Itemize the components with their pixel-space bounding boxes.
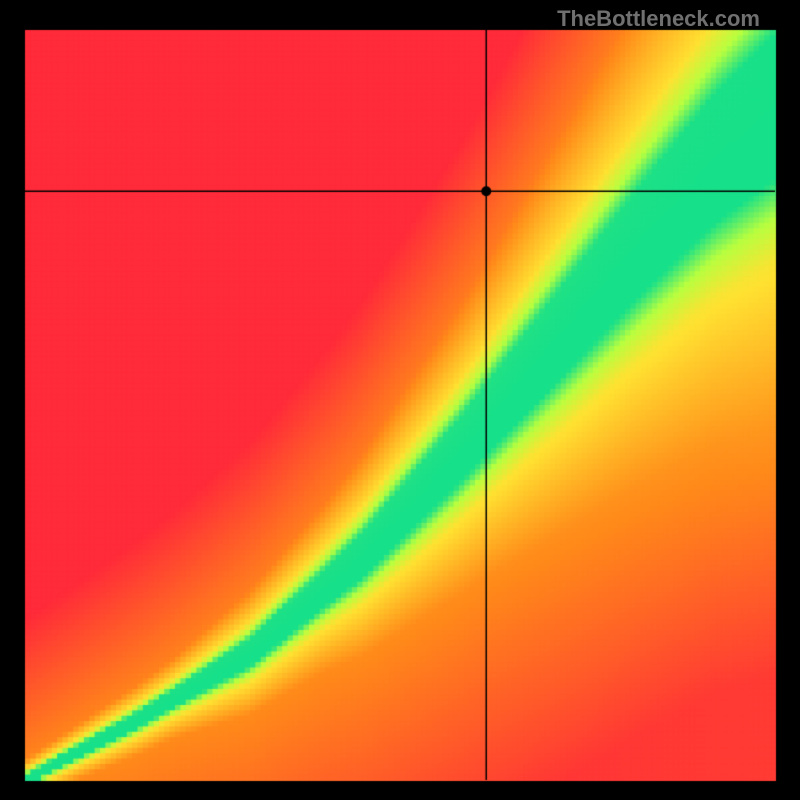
- watermark-text: TheBottleneck.com: [557, 6, 760, 32]
- heatmap-canvas: [0, 0, 800, 800]
- root-container: TheBottleneck.com: [0, 0, 800, 800]
